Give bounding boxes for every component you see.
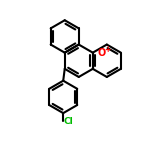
Text: Cl: Cl — [64, 117, 74, 126]
Text: +: + — [104, 45, 110, 54]
Text: O: O — [98, 48, 106, 58]
